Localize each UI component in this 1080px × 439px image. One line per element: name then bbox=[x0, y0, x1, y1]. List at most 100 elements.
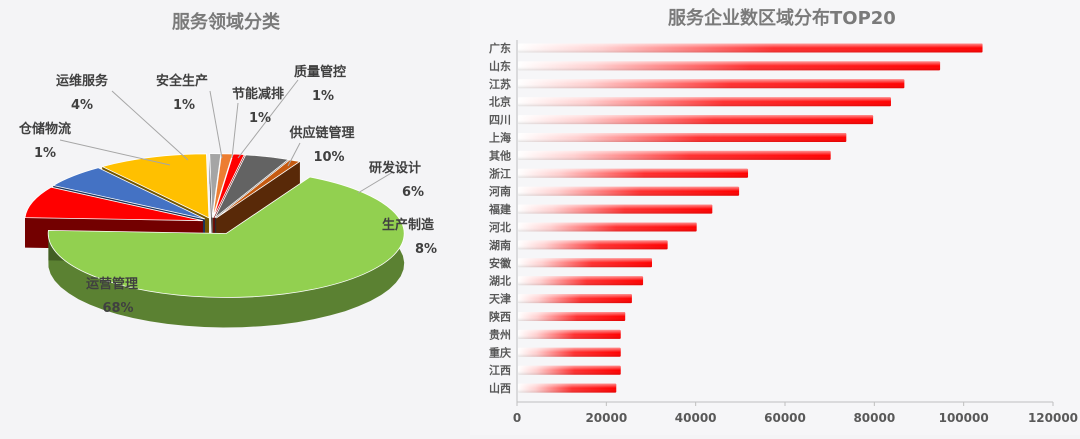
bar-group bbox=[518, 186, 740, 196]
pie-pct-label: 68% bbox=[102, 301, 133, 316]
x-tick-label: 100000 bbox=[939, 411, 989, 425]
category-label: 山西 bbox=[489, 381, 511, 395]
x-tick-label: 20000 bbox=[585, 411, 627, 425]
bar-group bbox=[518, 258, 652, 268]
pie-leader-line bbox=[237, 79, 299, 159]
bar-group bbox=[518, 168, 749, 178]
pie-slice bbox=[212, 153, 245, 218]
pie-pct-label: 6% bbox=[402, 185, 424, 200]
category-label: 其他 bbox=[489, 148, 511, 162]
pie-pct-label: 1% bbox=[249, 111, 271, 126]
x-tick-label: 60000 bbox=[764, 411, 806, 425]
category-label: 江西 bbox=[489, 363, 511, 377]
bar-highlight bbox=[518, 43, 983, 53]
category-label: 贵州 bbox=[489, 327, 511, 341]
bar-highlight bbox=[518, 186, 740, 196]
pie-slice bbox=[52, 167, 206, 220]
bar-group bbox=[518, 79, 905, 89]
pie-chart: 运营管理 68% 生产制造 8% 研发设计 6% 供应链管理 10% 质量管控 1% 节能减排 1% 安… bbox=[18, 64, 437, 328]
category-label: 陕西 bbox=[489, 310, 511, 324]
pie-chart-title: 服务领域分类 bbox=[172, 12, 280, 33]
bar-group bbox=[518, 222, 697, 232]
pie-label: 质量管控 bbox=[294, 64, 346, 80]
category-label: 广东 bbox=[489, 41, 511, 55]
bar-highlight bbox=[518, 222, 697, 232]
bar-group bbox=[518, 240, 668, 250]
bar-chart-panel: 服务企业数区域分布TOP20 广东 山东 江苏 北京 四川 上海 其他 浙江 河南 福建 河北 湖南安… bbox=[470, 0, 1080, 435]
pie-slice bbox=[101, 153, 210, 219]
pie-label: 运营管理 bbox=[86, 276, 138, 292]
bar-highlight bbox=[518, 365, 621, 375]
pie-label: 节能减排 bbox=[232, 86, 284, 102]
bar-highlight bbox=[518, 294, 632, 304]
bar-group bbox=[518, 97, 891, 107]
category-label: 湖北 bbox=[489, 274, 511, 288]
bar-highlight bbox=[518, 61, 941, 71]
bar-highlight bbox=[518, 312, 626, 321]
bar-group bbox=[518, 204, 713, 214]
bar-group bbox=[518, 150, 831, 160]
bar-highlight bbox=[518, 133, 847, 142]
bar-group bbox=[518, 294, 632, 304]
bar-highlight bbox=[518, 150, 831, 160]
pie-slice bbox=[47, 176, 405, 298]
category-label: 上海 bbox=[489, 131, 511, 145]
pie-leader-line bbox=[111, 90, 189, 161]
pie-label: 生产制造 bbox=[382, 217, 435, 233]
pie-chart-panel: 服务领域分类 运营管理 68% 生产制造 8% 研发设计 6% 供应链管理 10% 质量管控 1%… bbox=[0, 0, 470, 435]
category-label: 福建 bbox=[488, 202, 512, 216]
bar-highlight bbox=[518, 329, 621, 339]
category-label: 天津 bbox=[489, 292, 511, 306]
bar-chart: 广东山东江苏北京四川上海其他浙江河南福建河北湖南安徽湖北天津陕西贵州重庆江西山西… bbox=[488, 40, 1078, 425]
pie-leader-line bbox=[357, 171, 394, 194]
bar-group bbox=[518, 133, 847, 142]
category-label: 山东 bbox=[489, 59, 511, 73]
bar-highlight bbox=[518, 347, 621, 357]
pie-slice bbox=[215, 159, 301, 219]
x-tick-label: 80000 bbox=[853, 411, 895, 425]
bar-group bbox=[518, 312, 626, 321]
x-tick-label: 120000 bbox=[1028, 411, 1078, 425]
category-label: 重庆 bbox=[489, 345, 511, 359]
bar-highlight bbox=[518, 240, 668, 250]
bar-group bbox=[518, 115, 874, 125]
bar-highlight bbox=[518, 383, 617, 393]
pie-label: 供应链管理 bbox=[288, 125, 354, 141]
pie-label: 研发设计 bbox=[369, 160, 421, 176]
category-label: 安徽 bbox=[489, 256, 512, 270]
x-tick-label: 40000 bbox=[675, 411, 717, 425]
pie-pct-label: 1% bbox=[34, 146, 56, 161]
pie-slice bbox=[214, 154, 290, 219]
bar-group bbox=[518, 276, 644, 286]
category-label: 河北 bbox=[489, 220, 511, 234]
bar-chart-title: 服务企业数区域分布TOP20 bbox=[668, 8, 896, 29]
pie-leader-line bbox=[287, 142, 301, 167]
pie-pct-label: 10% bbox=[313, 150, 344, 165]
bar-highlight bbox=[518, 115, 874, 125]
bar-group bbox=[518, 347, 621, 357]
category-label: 浙江 bbox=[489, 166, 511, 180]
bar-highlight bbox=[518, 276, 644, 286]
bar-highlight bbox=[518, 258, 652, 268]
pie-label: 安全生产 bbox=[156, 73, 208, 89]
bar-group bbox=[518, 365, 621, 375]
category-label: 河南 bbox=[489, 184, 511, 198]
category-label: 四川 bbox=[489, 114, 511, 127]
pie-pct-label: 4% bbox=[71, 98, 93, 113]
bar-group bbox=[518, 383, 617, 393]
category-label: 江苏 bbox=[489, 77, 511, 91]
pie-pct-label: 1% bbox=[312, 89, 334, 104]
bar-highlight bbox=[518, 204, 713, 214]
pie-label: 运维服务 bbox=[56, 73, 109, 89]
pie-leader-line bbox=[231, 102, 239, 159]
pie-pct-label: 1% bbox=[173, 98, 195, 113]
category-label: 北京 bbox=[489, 95, 511, 109]
pie-pct-label: 8% bbox=[415, 242, 437, 257]
bar-highlight bbox=[518, 168, 749, 178]
pie-leader-line bbox=[209, 90, 223, 159]
bar-highlight bbox=[518, 97, 891, 107]
pie-leader-line bbox=[59, 139, 171, 166]
x-tick-label: 0 bbox=[513, 411, 521, 425]
pie-label: 仓储物流 bbox=[18, 121, 71, 137]
bar-highlight bbox=[518, 79, 905, 89]
